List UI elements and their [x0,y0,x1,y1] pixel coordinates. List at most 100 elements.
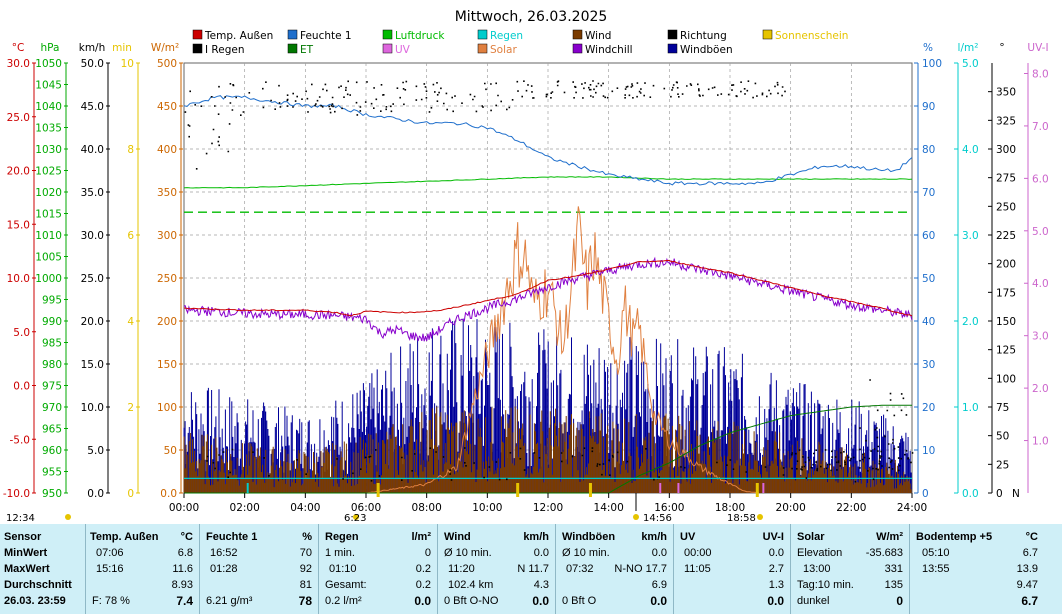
left-tick-0-1: 25.0 [7,112,30,124]
sensor-row-max: MaxWert [4,563,50,575]
left-tick-0-3: 15.0 [7,219,30,231]
left-tick-4-2: 400 [157,144,177,156]
col-soil: Bodentemp +5 °C 05:10 6.7 13:55 13.9 9.4… [910,524,1062,614]
left-tick-0-8: -10.0 [3,488,30,500]
gust-min-value: 0.0 [651,547,667,559]
soil-unit: °C [1025,531,1038,543]
solar-header: Solar [797,531,825,543]
wind-unit: km/h [523,531,549,543]
right-tick-0-10: 0 [922,488,929,500]
right-tick-1-5: 0.0 [962,488,979,500]
noon-label: 14:56 [643,513,672,524]
solar-current-value: 0 [896,594,903,608]
gust-min-label: Ø 10 min. [562,547,610,559]
legend-label-uv: UV [395,44,411,56]
wind-max-time: 11:20 [448,563,475,575]
left-tick-2-0: 50.0 [81,58,104,70]
left-axis-unit-4: W/m² [151,42,179,54]
soil-header: Bodentemp +5 [916,531,993,543]
right-axis-unit-0: % [923,42,933,54]
right-tick-0-7: 30 [922,359,935,371]
legend-label-et: ET [300,44,314,56]
left-tick-1-11: 995 [42,295,62,307]
legend-swatch-gust [667,43,678,54]
wind-min-label: Ø 10 min. [444,547,492,559]
time-labels: 12:34 6:23 14:56 18:58 [6,513,756,524]
right-tick-3-6: 2.0 [1032,383,1049,395]
rain-max-value: 0.2 [415,563,431,575]
left-tick-1-0: 1050 [35,58,62,70]
legend-label-rain: Regen [490,30,523,42]
temp-max-value: 11.6 [172,563,193,575]
right-tick-2-12: 50 [996,431,1009,443]
rain-total-value: 0.2 [415,579,431,591]
gust-max-time: 07:32 [566,563,594,575]
left-tick-4-6: 200 [157,316,177,328]
x-tick-3: 06:00 [351,502,381,514]
solar-max-time: 13:00 [803,563,831,575]
temp-max-time: 15:16 [96,563,124,575]
left-tick-2-7: 15.0 [81,359,104,371]
left-tick-4-4: 300 [157,230,177,242]
legend-label-temp: Temp. Außen [204,30,273,42]
sunset-sun-icon [757,514,763,520]
left-tick-1-6: 1020 [35,187,62,199]
right-tick-0-4: 60 [922,230,935,242]
left-tick-1-12: 990 [42,316,62,328]
right-tick-2-14: 0 [996,488,1003,500]
left-tick-1-7: 1015 [35,209,62,221]
left-tick-1-9: 1005 [35,252,62,264]
humidity-min-time: 16:52 [210,547,238,559]
right-tick-0-8: 20 [922,402,935,414]
temp-unit: °C [180,531,193,543]
right-tick-3-1: 7.0 [1032,121,1049,133]
right-tick-2-5: 225 [996,230,1016,242]
uv-avg-value: 1.3 [768,579,784,591]
right-tick-0-2: 80 [922,144,935,156]
uv-min-value: 0.0 [768,547,784,559]
axes: °C30.025.020.015.010.05.00.0-5.0-10.0hPa… [3,42,1049,500]
legend-swatch-pressure [382,29,393,40]
left-tick-2-3: 35.0 [81,187,104,199]
series-feuchte-1 [183,95,913,186]
right-axis-unit-2: ° [999,42,1004,54]
right-tick-0-9: 10 [922,445,935,457]
left-axis-unit-1: hPa [41,42,60,54]
sensor-row-current: 26.03. 23:59 [4,595,66,607]
wind-distance-label: 102.4 km [448,579,494,591]
x-tick-4: 08:00 [412,502,442,514]
right-tick-2-1: 325 [996,115,1016,127]
temp-footer-label: F: 78 % [92,595,130,607]
series-temp-au-en [183,259,913,317]
left-tick-0-6: 0.0 [13,381,30,393]
left-tick-4-0: 500 [157,58,177,70]
chart-title: Mittwoch, 26.03.2025 [455,9,608,25]
series-solar [365,206,759,494]
right-tick-0-1: 90 [922,101,935,113]
gust-max-value: N-NO 17.7 [614,563,667,575]
col-humidity: Feuchte 1 % 16:52 70 01:28 92 81 6.21 g/… [200,524,319,614]
x-tick-5: 10:00 [472,502,502,514]
soil-avg-value: 9.47 [1016,579,1038,591]
legend-swatch-et [287,43,298,54]
gust-avg-value: 6.9 [651,579,667,591]
legend-label-gust: Windböen [680,44,733,56]
humidity-footer-label: 6.21 g/m³ [206,595,253,607]
x-tick-1: 02:00 [230,502,260,514]
rain-total-label: Gesamt: [325,579,367,591]
right-tick-2-0: 350 [996,87,1016,99]
wind-avg-value: 4.3 [533,579,549,591]
humidity-min-value: 70 [299,547,312,559]
sensor-row-avg: Durchschnitt [4,579,72,591]
wind-footer-label: 0 Bft O-NO [444,595,499,607]
x-tick-8: 16:00 [654,502,684,514]
left-tick-1-10: 1000 [35,273,62,285]
humidity-unit: % [302,531,312,543]
right-tick-2-9: 125 [996,345,1016,357]
x-tick-10: 20:00 [776,502,806,514]
right-tick-3-7: 1.0 [1032,436,1049,448]
legend-swatch-rain [477,29,488,40]
left-axis-unit-3: min [112,42,132,54]
left-tick-1-5: 1025 [35,166,62,178]
sensor-row-min: MinWert [4,547,48,559]
